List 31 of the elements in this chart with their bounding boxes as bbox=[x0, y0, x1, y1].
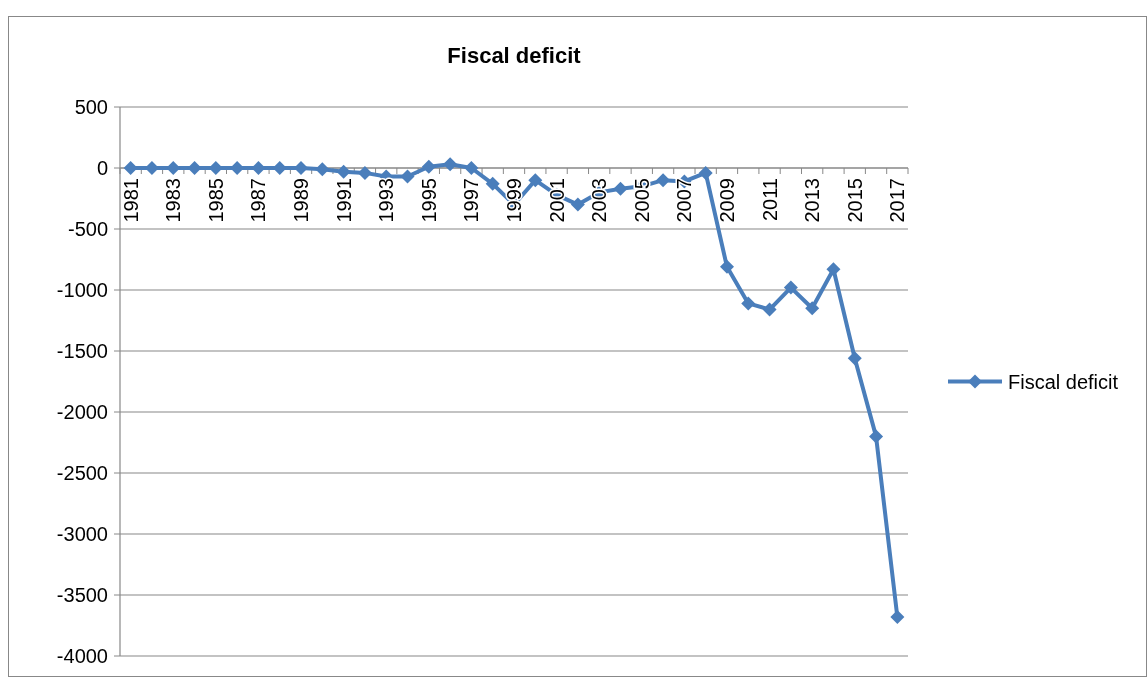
y-tick-label: -3000 bbox=[56, 523, 108, 545]
x-tick-label: 2007 bbox=[673, 178, 696, 223]
y-tick-label: 0 bbox=[96, 157, 108, 179]
x-tick-label: 2015 bbox=[843, 178, 866, 223]
x-tick-label: 2003 bbox=[588, 178, 611, 223]
x-tick-label: 2017 bbox=[886, 178, 909, 223]
x-tick-label: 1985 bbox=[204, 178, 227, 223]
x-tick-label: 1995 bbox=[417, 178, 440, 223]
x-tick-label: 1983 bbox=[162, 178, 185, 223]
y-tick-label: -2000 bbox=[56, 401, 108, 423]
x-tick-label: 1987 bbox=[247, 178, 270, 223]
x-tick-label: 2001 bbox=[545, 178, 568, 223]
x-tick-label: 1997 bbox=[460, 178, 483, 223]
y-tick-label: -4000 bbox=[56, 645, 108, 667]
y-tick-label: -500 bbox=[67, 218, 108, 240]
x-tick-label: 2009 bbox=[715, 178, 738, 223]
x-tick-label: 2013 bbox=[801, 178, 824, 223]
x-tick-label: 1991 bbox=[332, 178, 355, 223]
x-tick-label: 1989 bbox=[290, 178, 313, 223]
x-tick-label: 2011 bbox=[758, 178, 781, 222]
y-tick-label: -3500 bbox=[56, 584, 108, 606]
legend-label: Fiscal deficit bbox=[1008, 370, 1119, 393]
chart-title: Fiscal deficit bbox=[447, 43, 582, 68]
x-tick-label: 1993 bbox=[375, 178, 398, 223]
y-tick-label: -2500 bbox=[56, 462, 108, 484]
y-tick-label: 500 bbox=[74, 96, 108, 118]
x-tick-label: 1981 bbox=[119, 178, 142, 223]
x-tick-label: 2005 bbox=[630, 178, 653, 223]
x-tick-label: 1999 bbox=[503, 178, 525, 223]
y-tick-label: -1000 bbox=[56, 279, 108, 301]
y-tick-label: -1500 bbox=[56, 340, 108, 362]
